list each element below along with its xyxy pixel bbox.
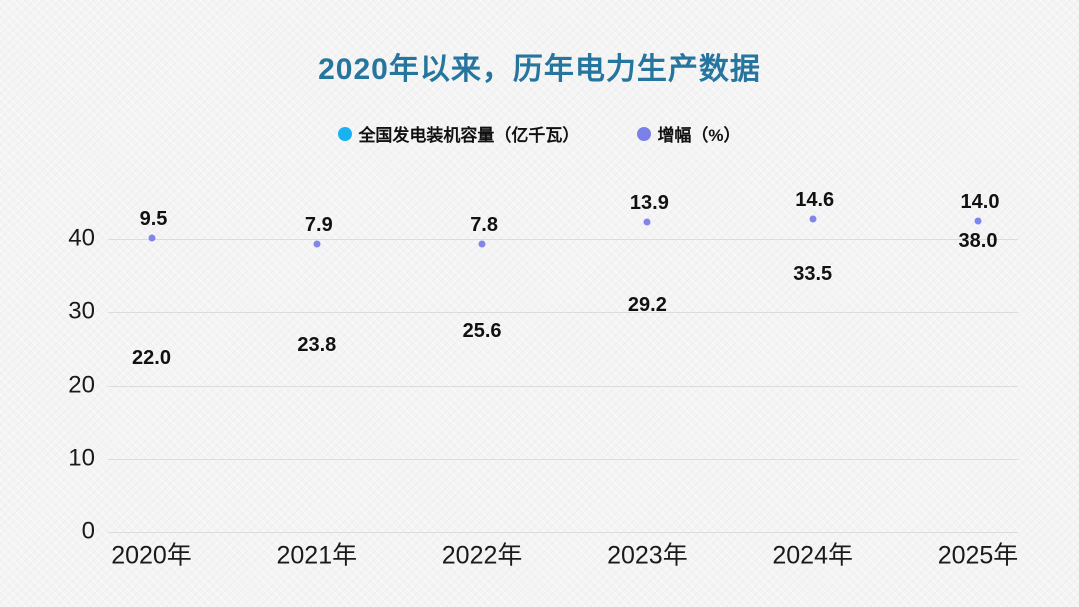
chart-legend: 全国发电装机容量（亿千瓦） 增幅（%）	[0, 121, 1079, 146]
grid-line	[108, 532, 1018, 533]
legend-item-capacity-label: 全国发电装机容量（亿千瓦）	[358, 126, 580, 145]
growth-data-label: 9.5	[139, 207, 168, 230]
grid-line	[108, 312, 1018, 314]
capacity-data-label: 22.0	[132, 346, 171, 369]
growth-data-label: 14.0	[960, 191, 1000, 214]
growth-data-label: 7.9	[304, 213, 333, 236]
x-axis-tick-label: 2023年	[607, 541, 688, 570]
capacity-data-label: 33.5	[793, 262, 833, 285]
y-axis-tick-label: 30	[68, 297, 95, 325]
capacity-data-label: 25.6	[462, 320, 502, 343]
capacity-data-label: 23.8	[297, 333, 337, 356]
growth-data-label: 7.8	[470, 214, 498, 237]
growth-data-point[interactable]	[148, 234, 155, 242]
capacity-data-label: 29.2	[627, 294, 667, 317]
growth-series-dot-icon	[637, 126, 652, 141]
legend-item-growth-label: 增幅（%）	[657, 126, 741, 145]
x-axis-tick-label: 2024年	[772, 541, 853, 570]
x-axis-tick-label: 2025年	[937, 541, 1019, 570]
growth-data-point[interactable]	[809, 215, 817, 223]
growth-data-point[interactable]	[643, 218, 651, 226]
growth-data-point[interactable]	[478, 240, 486, 248]
y-axis-tick-label: 20	[68, 371, 95, 399]
grid-line	[108, 385, 1018, 387]
y-axis-tick-label: 0	[81, 517, 95, 545]
growth-data-label: 14.6	[795, 188, 835, 211]
growth-data-point[interactable]	[974, 217, 982, 225]
growth-data-label: 13.9	[629, 191, 669, 214]
growth-data-point[interactable]	[313, 240, 321, 248]
x-axis-tick-label: 2022年	[441, 541, 523, 570]
y-axis-tick-label: 40	[68, 224, 95, 252]
legend-item-growth[interactable]: 增幅（%）	[637, 121, 741, 146]
capacity-data-label: 38.0	[958, 229, 998, 252]
grid-line	[108, 458, 1018, 460]
capacity-series-dot-icon	[338, 126, 353, 141]
chart-title: 2020年以来，历年电力生产数据	[318, 53, 761, 86]
legend-item-capacity[interactable]: 全国发电装机容量（亿千瓦）	[338, 121, 579, 146]
x-axis-tick-label: 2021年	[276, 541, 358, 570]
y-axis-tick-label: 10	[68, 444, 95, 472]
grid-line	[108, 239, 1018, 240]
x-axis-tick-label: 2020年	[111, 541, 192, 570]
